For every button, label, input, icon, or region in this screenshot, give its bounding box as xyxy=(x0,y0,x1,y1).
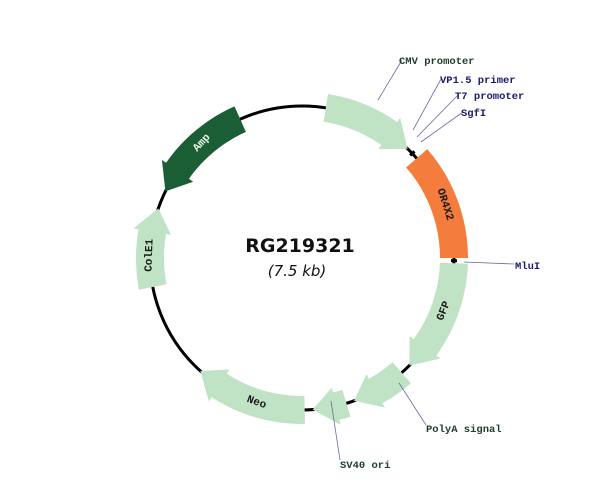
annotation-sv40-ori: SV40 ori xyxy=(340,460,390,472)
feature-polya xyxy=(354,362,411,408)
leader-line-vp15-primer xyxy=(412,78,442,131)
annotation-cmv-promoter: CMV promoter xyxy=(399,56,475,68)
leader-line-sv40-ori xyxy=(330,400,341,461)
leader-line-t7-promoter xyxy=(416,94,459,138)
annotation-polya-signal: PolyA signal xyxy=(426,424,502,436)
site-tick xyxy=(409,150,416,157)
feature-cole1 xyxy=(133,208,171,290)
feature-gfp xyxy=(409,262,468,366)
leader-line-polya-signal xyxy=(398,382,427,426)
feature-label-cole1: ColE1 xyxy=(143,238,156,272)
leader-line-cmv-promoter xyxy=(377,59,403,101)
annotation-t7-promoter: T7 promoter xyxy=(455,91,524,103)
feature-or4x2 xyxy=(406,149,468,258)
plasmid-name: RG219321 xyxy=(245,235,355,257)
plasmid-size: (7.5 kb) xyxy=(268,262,327,280)
annotation-vp15-primer: VP1.5 primer xyxy=(440,75,516,87)
leader-line-mlui xyxy=(463,261,515,265)
feature-amp xyxy=(161,106,246,192)
feature-neo xyxy=(200,369,305,424)
annotation-sgfi: SgfI xyxy=(461,108,486,120)
feature-cmv xyxy=(323,94,408,150)
annotation-mlui: MluI xyxy=(515,261,540,273)
leader-line-sgfi xyxy=(420,111,464,143)
